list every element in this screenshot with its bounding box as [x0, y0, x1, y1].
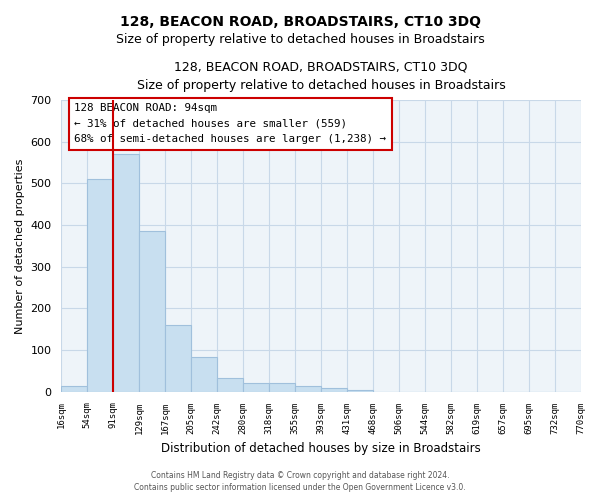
Bar: [191, 357, 217, 392]
Text: 128 BEACON ROAD: 94sqm
← 31% of detached houses are smaller (559)
68% of semi-de: 128 BEACON ROAD: 94sqm ← 31% of detached…: [74, 103, 386, 144]
Bar: [243, 382, 269, 392]
Bar: [165, 325, 191, 392]
Y-axis label: Number of detached properties: Number of detached properties: [15, 158, 25, 334]
X-axis label: Distribution of detached houses by size in Broadstairs: Distribution of detached houses by size …: [161, 442, 481, 455]
Text: 128, BEACON ROAD, BROADSTAIRS, CT10 3DQ: 128, BEACON ROAD, BROADSTAIRS, CT10 3DQ: [119, 15, 481, 29]
Bar: [113, 154, 139, 392]
Text: Contains HM Land Registry data © Crown copyright and database right 2024.
Contai: Contains HM Land Registry data © Crown c…: [134, 471, 466, 492]
Bar: [321, 388, 347, 392]
Bar: [347, 390, 373, 392]
Bar: [269, 382, 295, 392]
Bar: [217, 378, 243, 392]
Bar: [295, 386, 321, 392]
Bar: [61, 386, 88, 392]
Bar: [88, 180, 113, 392]
Bar: [139, 232, 165, 392]
Text: Size of property relative to detached houses in Broadstairs: Size of property relative to detached ho…: [116, 32, 484, 46]
Title: 128, BEACON ROAD, BROADSTAIRS, CT10 3DQ
Size of property relative to detached ho: 128, BEACON ROAD, BROADSTAIRS, CT10 3DQ …: [137, 60, 505, 92]
